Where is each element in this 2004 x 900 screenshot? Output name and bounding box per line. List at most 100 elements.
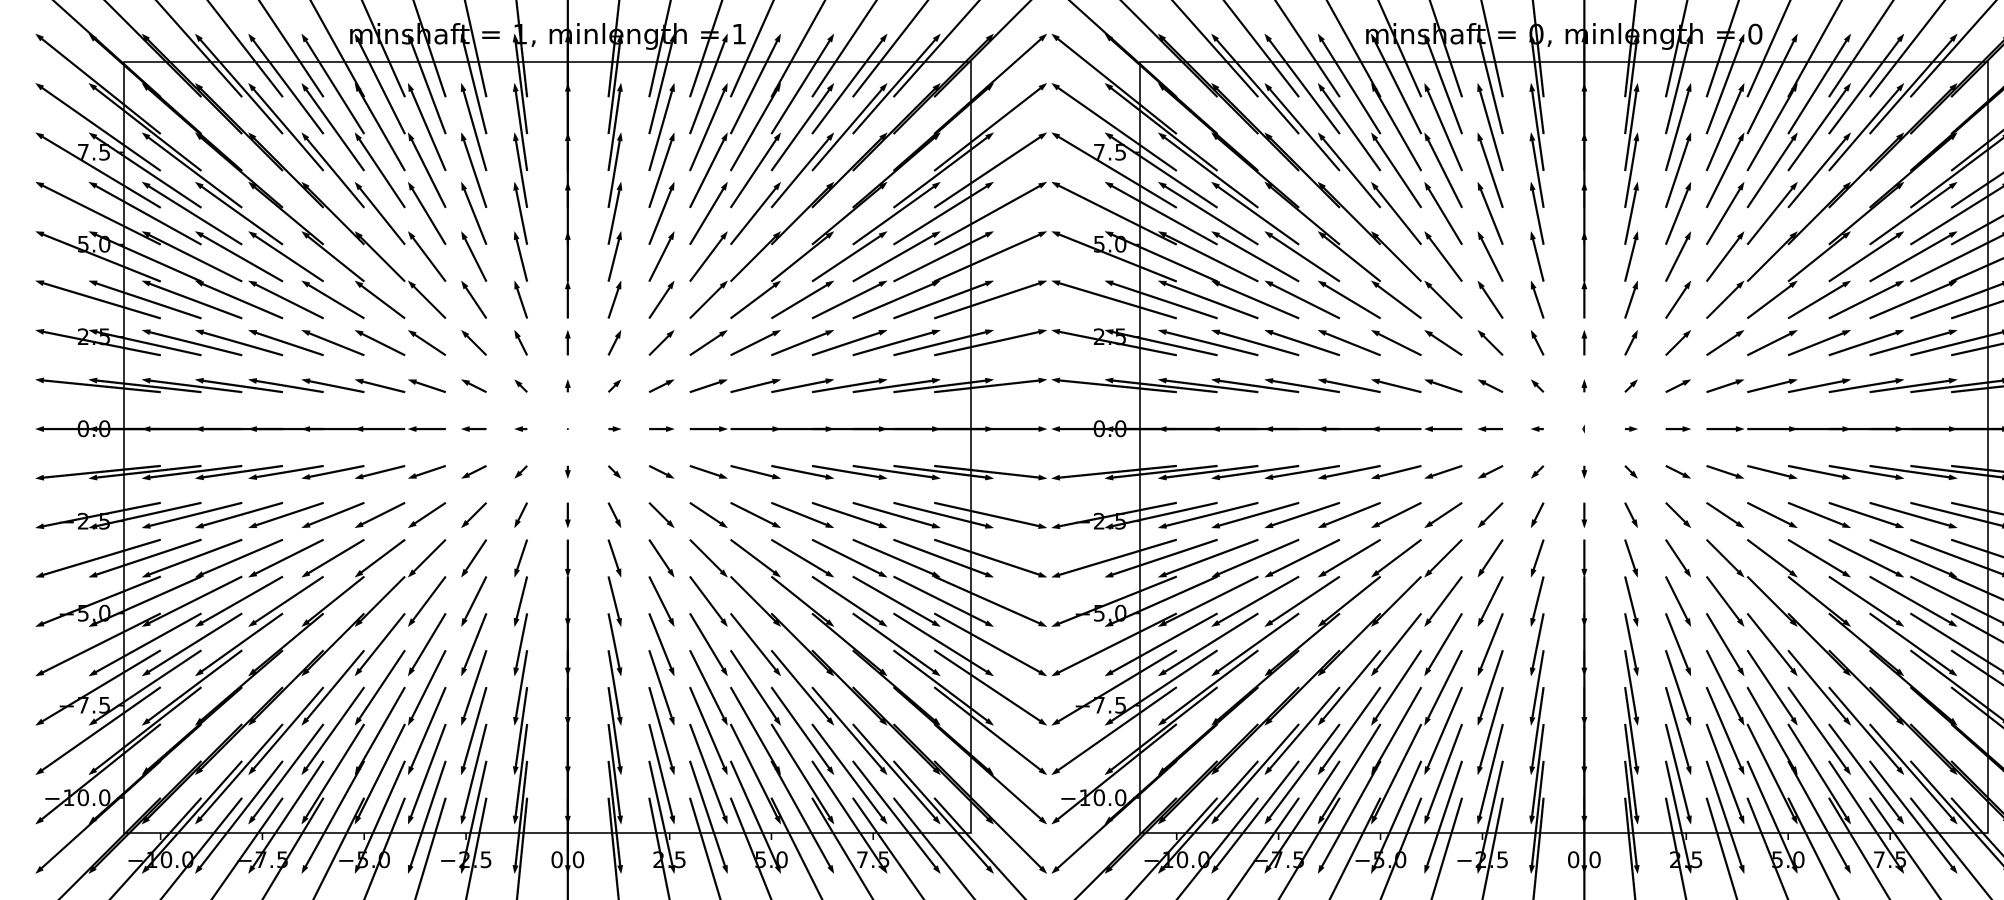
right-arrow xyxy=(1705,723,1745,825)
right-arrow xyxy=(1787,575,1852,628)
left-arrow xyxy=(648,33,676,135)
left-arrow xyxy=(688,181,728,246)
left-arrow xyxy=(770,280,835,320)
left-arrow xyxy=(57,797,162,900)
right-arrow xyxy=(1950,385,2004,394)
left-arrow xyxy=(770,231,835,283)
left-arrow xyxy=(607,379,622,394)
left-arrow xyxy=(648,329,675,357)
left-arrow xyxy=(460,686,488,776)
right-arrow xyxy=(1264,231,1341,283)
left-arrow xyxy=(354,612,406,677)
left-arrow xyxy=(248,723,325,825)
left-arrow xyxy=(194,33,284,135)
right-y-tick-label: 2.5 xyxy=(1092,325,1128,351)
left-arrow xyxy=(159,797,244,900)
left-arrow xyxy=(194,612,284,677)
right-arrow xyxy=(1664,280,1692,320)
right-arrow xyxy=(1581,576,1588,628)
right-arrow xyxy=(1325,0,1382,98)
left-arrow xyxy=(141,612,243,677)
right-arrow xyxy=(1477,501,1504,529)
right-arrow xyxy=(1664,686,1692,776)
left-arrow xyxy=(205,0,284,98)
left-arrow xyxy=(811,686,888,776)
left-arrow xyxy=(460,464,488,479)
left-arrow xyxy=(194,181,284,246)
right-arrow xyxy=(1909,723,2004,822)
left-arrow xyxy=(688,797,722,900)
right-arrow xyxy=(1665,501,1692,529)
right-arrow xyxy=(1211,760,1300,875)
right-arrow xyxy=(1665,464,1692,479)
right-arrow xyxy=(1705,575,1745,628)
right-arrow xyxy=(1869,538,1958,578)
right-arrow xyxy=(1581,230,1588,282)
right-x-tick-label: 0.0 xyxy=(1566,848,1602,874)
left-arrow xyxy=(35,612,162,677)
left-arrow xyxy=(248,686,325,776)
left-arrow xyxy=(852,612,941,677)
right-arrow xyxy=(1746,280,1798,320)
right-arrow xyxy=(1317,426,1381,433)
left-y-tick-label: −7.5 xyxy=(57,694,112,720)
left-arrow xyxy=(729,538,782,578)
left-arrow xyxy=(461,280,488,320)
left-arrow xyxy=(301,33,366,135)
right-arrow xyxy=(1746,329,1799,357)
left-arrow xyxy=(301,575,366,628)
right-arrow xyxy=(1529,650,1545,727)
right-arrow xyxy=(1104,464,1218,481)
right-arrow xyxy=(1051,686,1178,776)
right-arrow xyxy=(1370,280,1423,320)
right-arrow xyxy=(1705,329,1745,357)
right-arrow xyxy=(1051,612,1178,677)
left-arrow xyxy=(407,723,447,825)
left-arrow xyxy=(933,33,1048,135)
left-x-tick-label: 5.0 xyxy=(754,848,790,874)
right-arrow xyxy=(1051,538,1178,578)
right-arrow xyxy=(1530,329,1545,356)
left-arrow xyxy=(729,231,782,283)
left-arrow xyxy=(515,797,529,900)
right-arrow xyxy=(1477,82,1504,172)
right-arrow xyxy=(1950,649,2004,687)
right-arrow xyxy=(1909,280,2004,320)
right-arrow xyxy=(1624,132,1640,209)
left-arrow xyxy=(514,426,528,433)
left-arrow xyxy=(354,760,407,875)
left-arrow xyxy=(407,426,446,433)
left-arrow xyxy=(461,132,488,209)
right-arrow xyxy=(1379,797,1423,900)
left-arrow xyxy=(512,686,529,776)
left-arrow xyxy=(88,686,203,776)
right-arrow xyxy=(1705,760,1745,875)
left-arrow xyxy=(141,181,243,246)
left-arrow xyxy=(407,181,447,246)
right-arrow xyxy=(1581,539,1588,578)
right-arrow xyxy=(1424,686,1464,776)
right-arrow xyxy=(1104,181,1219,246)
left-arrow xyxy=(460,33,488,135)
left-arrow xyxy=(892,797,977,900)
left-arrow xyxy=(564,379,571,393)
left-arrow xyxy=(688,723,728,825)
left-arrow xyxy=(513,650,529,727)
right-arrow xyxy=(1317,132,1382,209)
left-arrow xyxy=(301,760,366,875)
left-arrow xyxy=(354,575,406,628)
left-arrow xyxy=(407,230,447,283)
right-x-tick-label: −7.5 xyxy=(1251,848,1306,874)
left-arrow xyxy=(564,576,571,628)
right-y-tick-label: −7.5 xyxy=(1073,694,1128,720)
right-arrow xyxy=(1424,649,1464,726)
left-arrow xyxy=(811,280,888,320)
left-arrow xyxy=(934,426,1048,433)
right-arrow xyxy=(1210,575,1300,627)
right-arrow xyxy=(1530,426,1544,433)
left-arrow xyxy=(851,0,930,98)
right-arrow xyxy=(1477,181,1504,246)
left-arrow xyxy=(933,686,1048,776)
right-arrow xyxy=(1424,181,1464,246)
